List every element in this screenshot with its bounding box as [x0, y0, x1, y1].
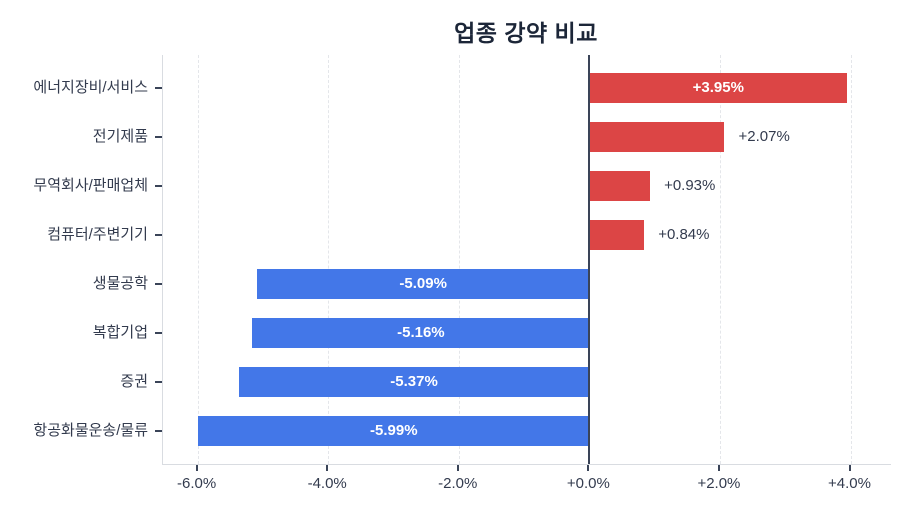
y-tick-mark	[155, 87, 162, 89]
x-tick-label: -2.0%	[438, 475, 478, 492]
category-label: 복합기업	[92, 324, 148, 341]
y-tick-mark	[155, 136, 162, 138]
bar-value-label: -5.09%	[399, 275, 447, 292]
x-tick-mark	[195, 465, 198, 471]
x-tick-mark	[587, 465, 590, 471]
x-tick-label: -4.0%	[307, 475, 347, 492]
bar	[257, 269, 590, 299]
bar	[589, 220, 645, 250]
x-tick-label: +2.0%	[697, 475, 741, 492]
x-tick-mark	[456, 465, 459, 471]
zero-line	[588, 55, 591, 464]
y-tick-mark	[155, 332, 162, 334]
bar-value-label: +0.93%	[664, 177, 716, 194]
bar	[252, 318, 590, 348]
gridline	[719, 55, 721, 464]
y-tick-mark	[155, 185, 162, 187]
y-tick-mark	[155, 430, 162, 432]
bar	[589, 73, 848, 103]
y-tick-mark	[155, 283, 162, 285]
x-tick-label: -6.0%	[177, 475, 217, 492]
plot-area: +3.95% +2.07% +0.93% +0.84% -5.09% -5.16% -5.3…	[162, 55, 891, 465]
category-label: 전기제품	[92, 128, 148, 145]
bar-value-label: +3.95%	[692, 79, 744, 96]
chart-title: 업종 강약 비교	[454, 20, 598, 46]
category-label: 항공화물운송/물류	[33, 422, 148, 439]
bar-value-label: -5.16%	[397, 324, 445, 341]
bar	[198, 416, 590, 446]
x-tick-mark	[717, 465, 720, 471]
bar	[589, 171, 651, 201]
x-tick-label: +0.0%	[566, 475, 610, 492]
y-tick-mark	[155, 234, 162, 236]
bar-value-label: +2.07%	[738, 128, 790, 145]
x-tick-mark	[848, 465, 851, 471]
gridline	[328, 55, 330, 464]
x-tick-label: +4.0%	[828, 475, 871, 492]
category-label: 무역회사/판매업체	[33, 177, 148, 194]
category-label: 컴퓨터/주변기기	[47, 226, 148, 243]
gridline	[197, 55, 199, 464]
category-label: 증권	[120, 373, 148, 390]
gridline	[458, 55, 460, 464]
category-label: 생물공학	[92, 275, 148, 292]
x-tick-mark	[326, 465, 329, 471]
bar-value-label: -5.99%	[370, 422, 418, 439]
bar-value-label: +0.84%	[658, 226, 710, 243]
bar	[589, 122, 725, 152]
bar	[238, 367, 590, 397]
gridline	[850, 55, 852, 464]
category-label: 에너지장비/서비스	[33, 79, 148, 96]
y-tick-mark	[155, 381, 162, 383]
bar-value-label: -5.37%	[390, 373, 438, 390]
